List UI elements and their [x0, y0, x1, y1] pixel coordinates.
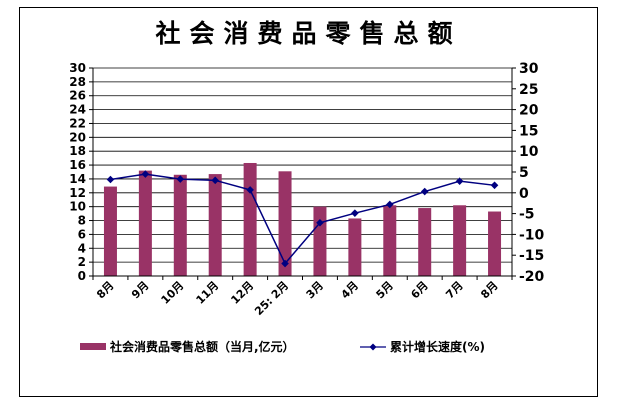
x-tick-label: 10月 [159, 279, 187, 307]
bar-5 [278, 171, 292, 276]
y-right-tick-label: 30 [519, 61, 539, 77]
bar-11 [488, 211, 502, 276]
y-left-tick-label: 8 [78, 214, 86, 228]
x-tick-label: 8月 [94, 279, 116, 301]
y-left-tick-label: 4 [78, 241, 86, 255]
x-tick-label: 9月 [129, 279, 151, 301]
y-right-tick-label: 15 [519, 123, 538, 139]
axes [89, 67, 516, 280]
growth-line [110, 173, 495, 265]
bar-9 [418, 208, 432, 276]
bar-4 [243, 162, 257, 276]
y-left-tick-label: 20 [69, 130, 86, 144]
growth-point-6 [316, 218, 324, 227]
y-right-tick-label: 10 [519, 144, 539, 160]
x-tick-label: 12月 [228, 279, 256, 307]
legend-line-swatch [360, 343, 386, 350]
x-tick-label: 25: 2月 [252, 279, 291, 318]
y-right-tick-label: -20 [519, 269, 545, 285]
x-tick-label: 7月 [443, 279, 465, 301]
growth-point-1 [141, 170, 150, 178]
growth-point-11 [490, 181, 499, 190]
y-left-tick-label: 16 [69, 158, 86, 172]
y-left-tick-label: 10 [69, 200, 86, 214]
y-left-tick-label: 18 [69, 144, 86, 158]
growth-point-8 [385, 200, 394, 209]
growth-point-7 [351, 209, 359, 217]
bar-8 [383, 205, 397, 276]
growth-point-0 [106, 175, 115, 184]
y-left-tick-label: 6 [78, 227, 86, 241]
legend-bar-swatch [80, 343, 106, 350]
legend-item-bars: 社会消费品零售总额（当月,亿元） [80, 338, 295, 355]
line-series [106, 170, 499, 268]
bar-1 [138, 170, 152, 276]
y-right-tick-label: 5 [519, 165, 529, 181]
y-right-tick-label: 25 [519, 82, 538, 98]
y-right-tick-label: 0 [519, 186, 529, 202]
y-right-tick-label: 20 [519, 103, 539, 119]
bar-2 [173, 174, 187, 276]
y-left-tick-label: 30 [69, 61, 86, 75]
x-tick-label: 8月 [478, 279, 500, 301]
y-right-tick-label: -15 [519, 248, 544, 264]
bar-6 [313, 206, 327, 276]
growth-point-10 [455, 177, 464, 185]
x-tick-label: 11月 [194, 279, 222, 307]
legend-label-bars: 社会消费品零售总额（当月,亿元） [110, 340, 295, 354]
y-left-tick-label: 24 [69, 103, 86, 117]
growth-point-2 [176, 175, 185, 183]
x-tick-label: 4月 [339, 279, 361, 301]
x-tick-label: 3月 [304, 279, 326, 301]
y-right-tick-label: -5 [519, 207, 535, 223]
y-left-tick-label: 28 [69, 75, 86, 89]
legend-label-line: 累计增长速度(%) [390, 340, 485, 354]
bar-10 [453, 205, 467, 276]
x-tick-label: 5月 [374, 279, 396, 301]
legend: 社会消费品零售总额（当月,亿元） 累计增长速度(%) [60, 338, 580, 358]
bar-series [103, 162, 502, 276]
growth-point-3 [211, 176, 220, 185]
y-right-tick-label: -10 [519, 227, 545, 243]
y-left-tick-label: 26 [69, 89, 86, 103]
y-left-tick-label: 2 [78, 255, 86, 269]
y-left-tick-label: 14 [69, 172, 86, 186]
x-tick-label: 6月 [408, 279, 430, 301]
growth-point-5 [281, 259, 289, 268]
bar-3 [208, 174, 222, 276]
growth-point-4 [246, 186, 254, 194]
growth-point-9 [420, 187, 429, 196]
bar-7 [348, 218, 362, 276]
y-left-tick-label: 0 [78, 269, 86, 283]
y-left-tick-label: 12 [69, 186, 86, 200]
chart-title: 社会消费品零售总额 [155, 19, 462, 48]
legend-item-line: 累计增长速度(%) [360, 338, 485, 355]
bar-0 [103, 186, 117, 276]
y-left-tick-label: 22 [69, 116, 86, 130]
gridlines [93, 67, 512, 277]
